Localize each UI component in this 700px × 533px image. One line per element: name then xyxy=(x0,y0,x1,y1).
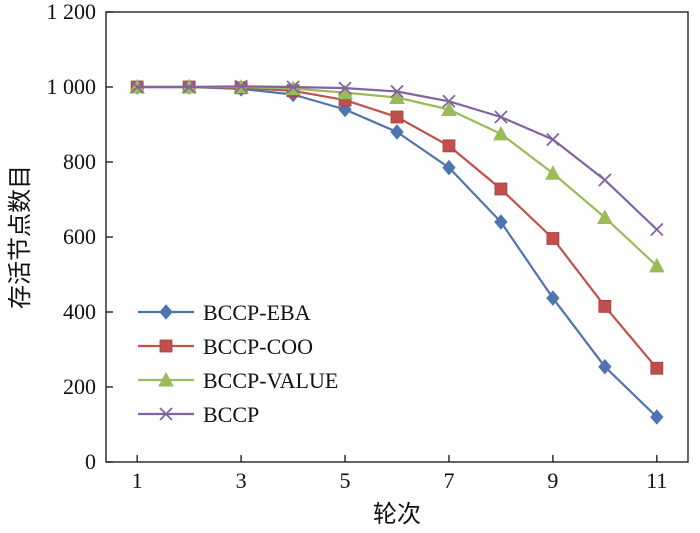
data-point-bccp-value xyxy=(648,257,665,273)
data-point-bccp-coo xyxy=(494,182,508,196)
data-point-bccp xyxy=(442,94,456,108)
plot-area-frame xyxy=(105,11,689,463)
data-point-bccp-coo xyxy=(390,110,404,124)
data-point-bccp-eba xyxy=(442,159,456,176)
legend: BCCP-EBA BCCP-COO BCCP-VALUE BCCP xyxy=(138,300,338,427)
y-tick-label: 400 xyxy=(63,299,96,324)
data-point-bccp-coo xyxy=(650,361,664,375)
data-point-bccp xyxy=(234,79,248,93)
data-point-bccp-eba xyxy=(598,358,612,375)
data-point-bccp-value xyxy=(545,165,561,180)
data-point-bccp xyxy=(130,80,144,94)
y-tick-label: 200 xyxy=(63,374,96,399)
data-point-bccp xyxy=(338,81,352,95)
data-point-bccp-value xyxy=(389,89,405,104)
legend-label-bccp: BCCP xyxy=(203,402,259,427)
data-point-bccp xyxy=(182,80,196,94)
data-point-bccp xyxy=(390,84,404,99)
data-point-bccp xyxy=(286,80,300,94)
data-point-bccp-coo xyxy=(442,139,456,153)
data-point-bccp-coo xyxy=(546,232,560,245)
data-point-bccp-coo xyxy=(598,299,612,313)
legend-label-bccp-eba: BCCP-EBA xyxy=(203,300,311,325)
y-tick-label: 600 xyxy=(63,224,96,249)
series-group xyxy=(129,78,665,425)
data-point-bccp-eba xyxy=(650,409,664,425)
data-point-bccp-value xyxy=(441,101,457,116)
x-tick-label: 1 xyxy=(132,468,143,493)
y-axis-title: 存活节点数目 xyxy=(7,165,34,309)
data-point-bccp-value xyxy=(597,209,613,224)
tick-labels: 0 200 400 600 800 1 000 1 200 1 3 5 7 9 11 xyxy=(47,0,668,493)
legend-marker-bccp xyxy=(159,407,173,421)
y-tick-label: 1 000 xyxy=(47,74,97,99)
data-point-bccp xyxy=(494,110,508,124)
x-axis-title: 轮次 xyxy=(373,501,421,528)
y-tick-label: 1 200 xyxy=(47,0,97,24)
series-line-bccp xyxy=(137,85,658,231)
data-point-bccp xyxy=(546,132,560,147)
data-point-bccp-eba xyxy=(546,290,560,306)
y-tick-label: 0 xyxy=(85,449,96,474)
data-point-bccp-eba xyxy=(494,214,508,230)
y-tick-label: 800 xyxy=(63,149,96,174)
data-point-bccp-eba xyxy=(390,124,404,140)
data-point-bccp-value xyxy=(493,125,509,141)
legend-marker-bccp-value xyxy=(158,371,174,387)
data-point-bccp xyxy=(650,222,664,237)
tick-marks xyxy=(106,11,658,463)
x-tick-label: 5 xyxy=(340,468,351,493)
legend-label-bccp-value: BCCP-VALUE xyxy=(203,368,338,393)
legend-marker-bccp-coo xyxy=(159,339,173,353)
x-tick-label: 11 xyxy=(646,468,667,493)
legend-marker-bccp-eba xyxy=(159,304,173,320)
x-tick-label: 3 xyxy=(236,468,247,493)
legend-label-bccp-coo: BCCP-COO xyxy=(203,334,313,359)
x-tick-label: 7 xyxy=(443,468,454,493)
data-point-bccp xyxy=(598,173,612,187)
x-tick-label: 9 xyxy=(547,468,558,493)
